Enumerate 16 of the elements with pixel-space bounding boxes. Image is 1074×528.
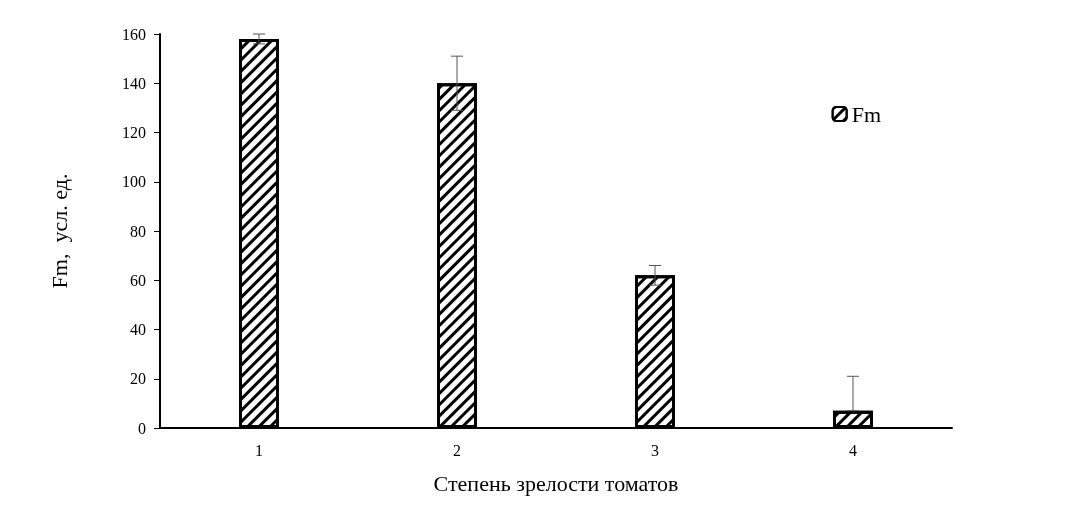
y-tick-label: 60 (130, 271, 146, 289)
y-tick-label: 0 (138, 419, 146, 437)
y-axis-title: Fm, усл. ед. (46, 173, 72, 289)
x-tick-label: 2 (453, 441, 461, 459)
y-tick-label: 40 (130, 321, 146, 338)
x-tick-label: 3 (651, 441, 659, 459)
y-tick-label: 120 (122, 124, 146, 141)
y-tick-label: 20 (130, 370, 146, 388)
x-tick-label: 4 (849, 441, 857, 459)
y-tick-label: 100 (122, 173, 146, 191)
y-tick-label: 160 (122, 25, 146, 43)
y-tick-label: 80 (130, 222, 146, 240)
y-tick-label: 140 (122, 74, 146, 92)
x-tick-label: 1 (255, 441, 263, 459)
legend-label: Fm (851, 101, 882, 127)
x-axis-title: Степень зрелости томатов (433, 470, 679, 496)
